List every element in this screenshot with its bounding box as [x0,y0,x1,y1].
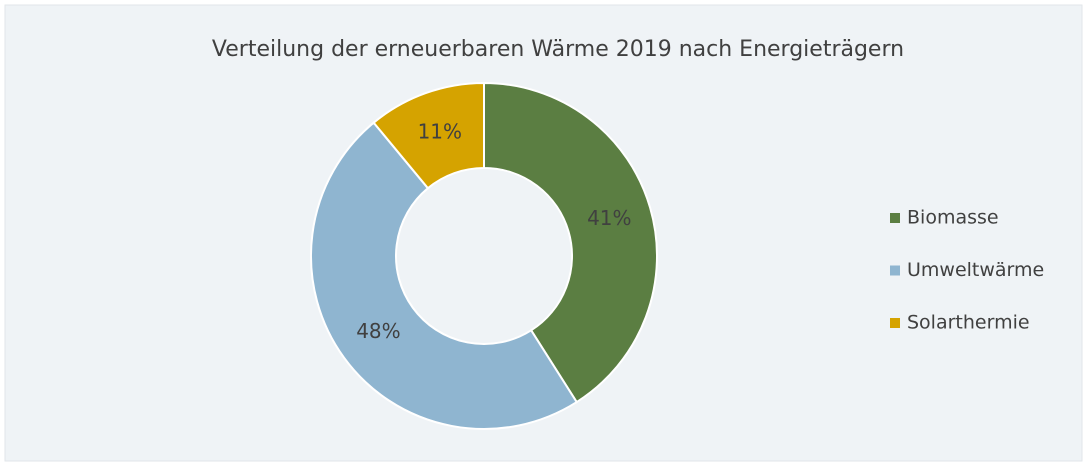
data-label: 41% [587,206,631,230]
legend-swatch [890,318,900,328]
legend-label: Umweltwärme [907,259,1044,281]
legend-label: Solarthermie [907,312,1030,334]
data-label: 11% [418,120,462,144]
data-label: 48% [356,319,400,343]
donut-slice [483,81,658,404]
donut-slice [372,81,485,190]
donut-slice [309,121,579,431]
chart-title: Verteilung der erneuerbaren Wärme 2019 n… [212,37,904,62]
legend-swatch [890,213,900,223]
legend-label: Biomasse [907,207,999,229]
legend-swatch [890,265,900,276]
